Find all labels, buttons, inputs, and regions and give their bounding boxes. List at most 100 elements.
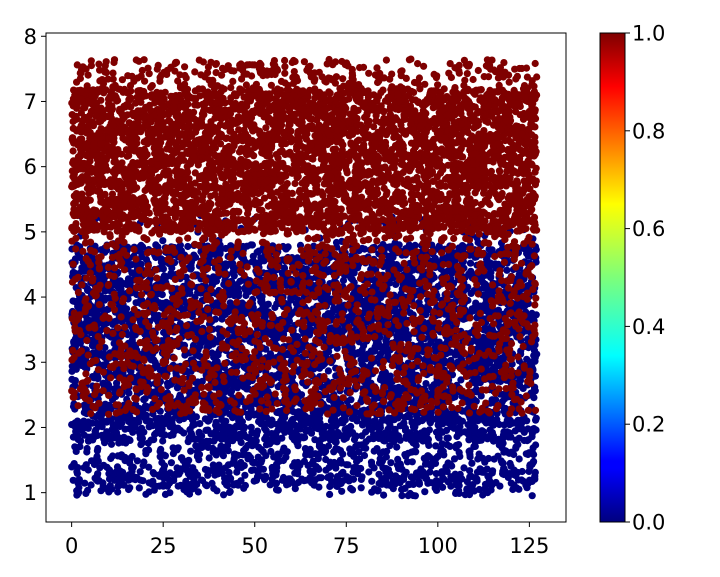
data-point-value-0: [150, 314, 158, 322]
data-point-value-0: [248, 241, 256, 249]
data-point-value-0: [361, 303, 369, 311]
data-point-value-0: [428, 479, 436, 487]
data-point-value-0: [322, 447, 330, 455]
data-point-value-0: [396, 436, 404, 444]
data-point-value-0: [477, 392, 485, 400]
data-point-value-0: [409, 278, 417, 286]
data-point-value-0: [90, 433, 98, 441]
data-point-value-0: [359, 420, 367, 428]
data-point-value-0: [515, 485, 523, 493]
data-point-value-0: [451, 413, 459, 421]
data-point-value-0: [301, 412, 309, 420]
data-point-value-0: [173, 446, 181, 454]
data-point-value-0: [529, 389, 537, 397]
data-point-value-0: [259, 473, 267, 481]
data-point-value-0: [184, 242, 192, 251]
data-point-value-0: [205, 437, 214, 445]
data-point-value-0: [357, 484, 365, 492]
data-point-value-0: [198, 432, 206, 440]
data-point-value-0: [370, 433, 378, 441]
data-point-value-0: [315, 474, 323, 482]
data-point-value-0: [229, 268, 237, 276]
data-point-value-0: [124, 415, 133, 423]
data-point-value-0: [159, 437, 167, 445]
data-point-value-0: [196, 343, 204, 351]
data-point-value-0: [80, 424, 88, 432]
data-point-value-0: [209, 444, 217, 452]
data-point-value-0: [261, 424, 269, 432]
data-point-value-0: [205, 416, 213, 425]
data-point-value-0: [341, 426, 349, 434]
data-point-value-0: [372, 343, 381, 351]
data-point-value-0: [474, 378, 483, 386]
data-point-value-0: [465, 436, 473, 444]
data-point-value-0: [219, 434, 227, 442]
data-point-value-0: [358, 346, 366, 354]
data-point-value-0: [362, 444, 370, 452]
data-point-value-0: [259, 304, 267, 312]
data-point-value-0: [466, 422, 474, 430]
data-point-value-0: [291, 485, 299, 493]
data-point-value-0: [358, 432, 366, 440]
data-point-value-0: [167, 459, 175, 467]
data-point-value-0: [176, 426, 185, 435]
data-point-value-0: [154, 290, 162, 298]
data-point-value-0: [236, 277, 244, 285]
data-point-value-0: [229, 288, 237, 296]
data-point-value-0: [515, 434, 523, 442]
data-point-value-0: [209, 461, 217, 469]
data-point-value-0: [370, 447, 378, 455]
data-point-value-0: [73, 417, 82, 425]
data-point-value-0: [109, 421, 117, 429]
data-point-value-0: [275, 407, 283, 416]
data-point-value-0: [434, 433, 442, 441]
data-point-value-0: [452, 441, 461, 449]
data-point-value-0: [500, 448, 508, 456]
data-point-value-0: [282, 245, 290, 253]
data-point-value-0: [99, 379, 107, 388]
data-point-value-0: [422, 380, 430, 388]
data-point-value-0: [192, 442, 200, 450]
data-point-value-0: [270, 430, 278, 438]
data-point-value-0: [218, 315, 226, 323]
data-point-value-0: [105, 466, 114, 474]
data-point-value-0: [140, 396, 148, 404]
data-point-value-0: [72, 298, 81, 307]
data-point-value-0: [227, 260, 235, 268]
data-point-value-0: [473, 468, 482, 476]
data-point-value-0: [446, 442, 454, 450]
data-point-value-0: [247, 423, 255, 431]
data-point-value-0: [432, 470, 440, 478]
data-point-value-0: [326, 482, 334, 490]
data-point-value-0: [324, 367, 332, 375]
data-point-value-0: [80, 417, 88, 425]
data-point-value-0: [444, 418, 452, 426]
data-point-value-0: [90, 460, 99, 469]
data-point-value-0: [169, 431, 177, 439]
data-point-value-0: [494, 435, 503, 443]
data-point-value-0: [475, 485, 483, 494]
data-point-value-0: [411, 241, 419, 249]
data-point-value-0: [368, 488, 376, 496]
data-point-value-0: [515, 455, 523, 463]
data-point-value-0: [304, 426, 312, 434]
data-point-value-0: [334, 429, 342, 437]
data-point-value-0: [154, 414, 163, 423]
data-point-value-0: [135, 484, 143, 492]
data-point-value-0: [115, 439, 123, 447]
data-point-value-0: [72, 447, 80, 455]
data-point-value-0: [136, 468, 144, 476]
data-point-value-0: [494, 452, 502, 460]
data-point-value-0: [477, 436, 485, 444]
data-point-value-0: [288, 433, 296, 441]
data-point-value-0: [488, 289, 496, 297]
data-point-value-0: [532, 441, 540, 449]
scatter-points: [68, 55, 541, 500]
data-point-value-0: [503, 266, 511, 274]
data-point-value-0: [488, 246, 496, 254]
data-point-value-0: [141, 414, 149, 422]
data-point-value-0: [157, 430, 165, 438]
data-point-value-0: [315, 483, 323, 491]
data-point-value-0: [367, 426, 375, 434]
